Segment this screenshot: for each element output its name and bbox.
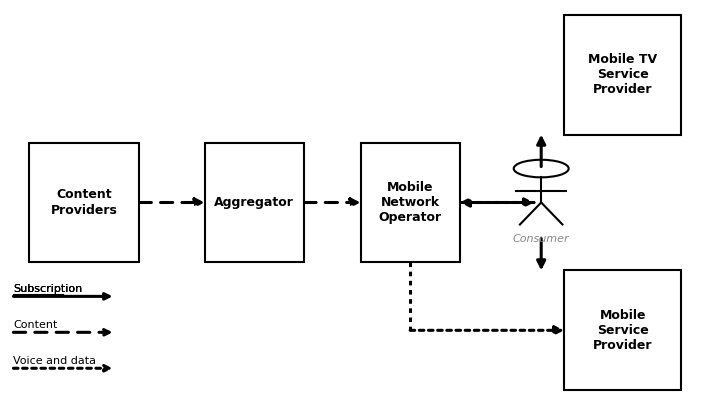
Text: Mobile TV
Service
Provider: Mobile TV Service Provider <box>588 53 657 96</box>
Text: Content: Content <box>14 320 58 330</box>
FancyBboxPatch shape <box>564 15 681 134</box>
Text: Mobile
Service
Provider: Mobile Service Provider <box>593 309 653 352</box>
Text: Content
Providers: Content Providers <box>51 188 118 217</box>
Text: Subscription: Subscription <box>14 284 83 294</box>
Text: Aggregator: Aggregator <box>214 196 294 209</box>
Text: Mobile
Network
Operator: Mobile Network Operator <box>378 181 442 224</box>
Text: Voice and data: Voice and data <box>14 356 96 366</box>
FancyBboxPatch shape <box>29 143 139 262</box>
Text: Consumer: Consumer <box>513 234 570 245</box>
FancyBboxPatch shape <box>564 271 681 390</box>
Text: Subscription: Subscription <box>14 284 83 294</box>
FancyBboxPatch shape <box>361 143 460 262</box>
Text: Subscription: Subscription <box>14 284 83 294</box>
FancyBboxPatch shape <box>205 143 304 262</box>
